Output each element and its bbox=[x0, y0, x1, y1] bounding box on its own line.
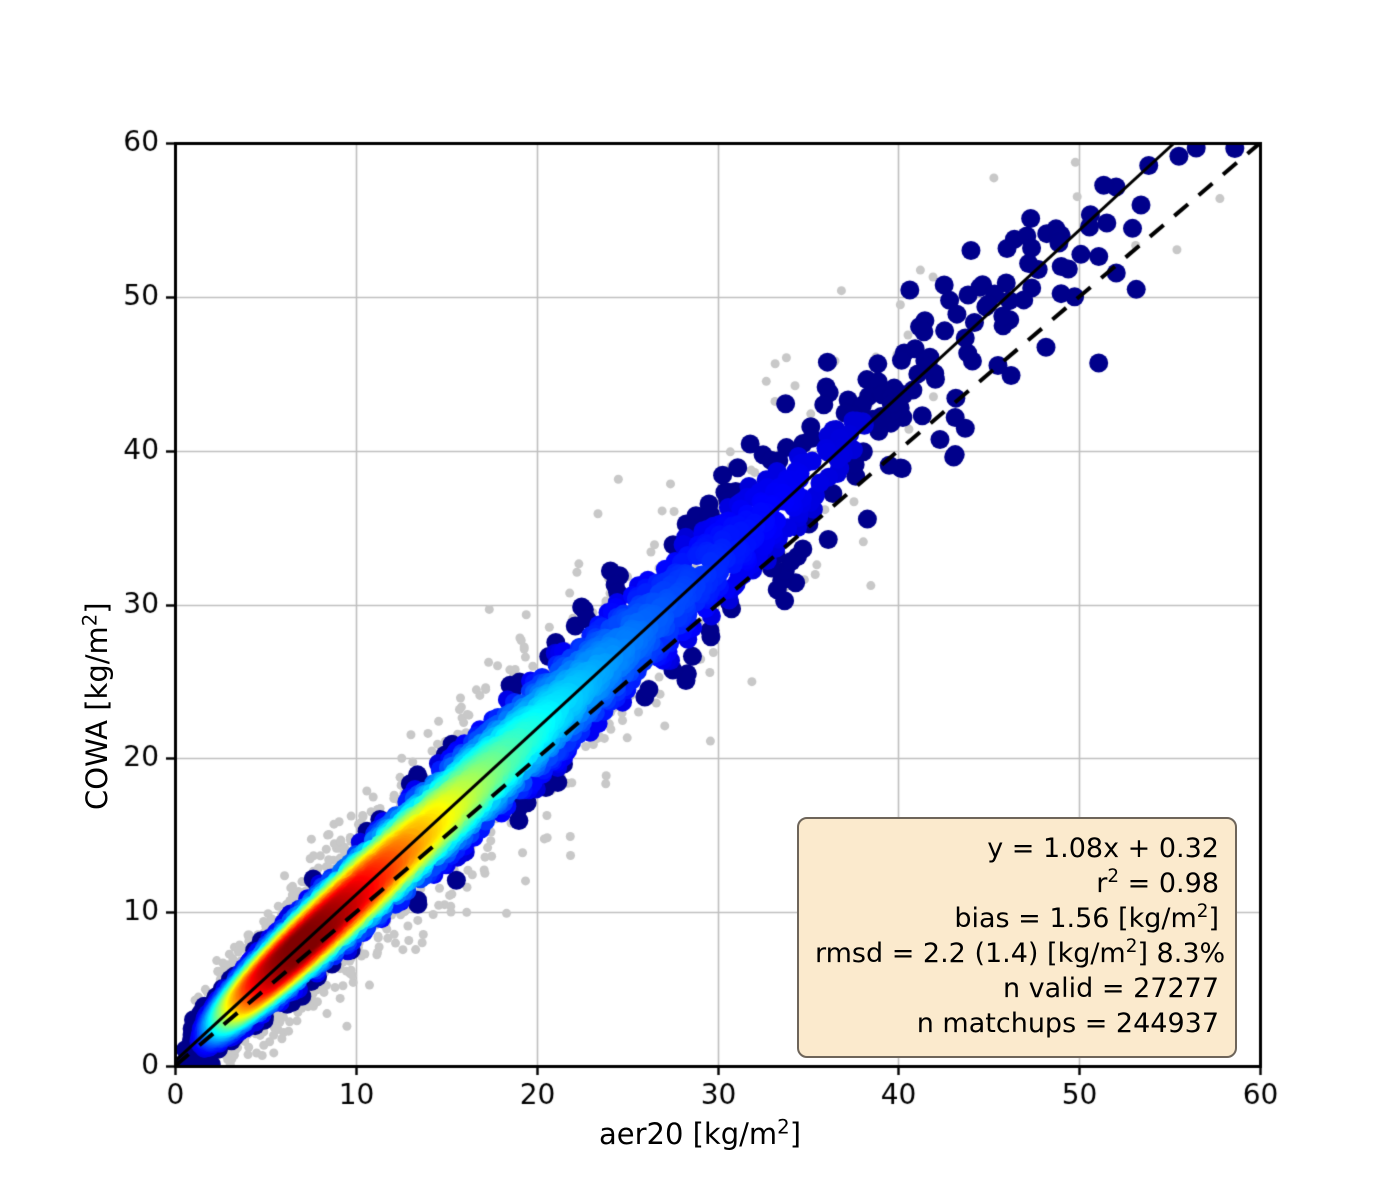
stat-r-squared-value: = 0.98 bbox=[1119, 868, 1219, 900]
statistics-box: y = 1.08x + 0.32 r2 = 0.98 bias = 1.56 [… bbox=[797, 817, 1237, 1058]
stat-bias-text: bias = 1.56 [kg/m bbox=[954, 903, 1197, 935]
stat-rmsd-tail: ] 8.3% bbox=[1137, 938, 1226, 970]
x-axis-label-exponent: 2 bbox=[777, 1115, 790, 1139]
stat-rmsd: rmsd = 2.2 (1.4) [kg/m2] 8.3% bbox=[815, 936, 1225, 971]
x-axis-label-tail: ] bbox=[789, 1117, 802, 1151]
stat-bias: bias = 1.56 [kg/m2] bbox=[815, 901, 1219, 936]
stat-equation: y = 1.08x + 0.32 bbox=[987, 833, 1219, 864]
stat-rmsd-exponent: 2 bbox=[1125, 936, 1138, 958]
stat-r-squared: r2 = 0.98 bbox=[815, 866, 1219, 901]
stat-n-matchups: n matchups = 244937 bbox=[916, 1008, 1219, 1040]
x-axis-label-text: aer20 [kg/m bbox=[598, 1117, 778, 1151]
stat-r-squared-exponent: 2 bbox=[1107, 866, 1120, 888]
stat-r-squared-symbol: r bbox=[1096, 868, 1108, 900]
stat-rmsd-text: rmsd = 2.2 (1.4) [kg/m bbox=[815, 938, 1126, 970]
x-axis-label: aer20 [kg/m2] bbox=[0, 1117, 1400, 1151]
stat-bias-tail: ] bbox=[1208, 903, 1219, 935]
stat-n-valid: n valid = 27277 bbox=[1002, 973, 1219, 1005]
stat-bias-exponent: 2 bbox=[1196, 901, 1209, 923]
